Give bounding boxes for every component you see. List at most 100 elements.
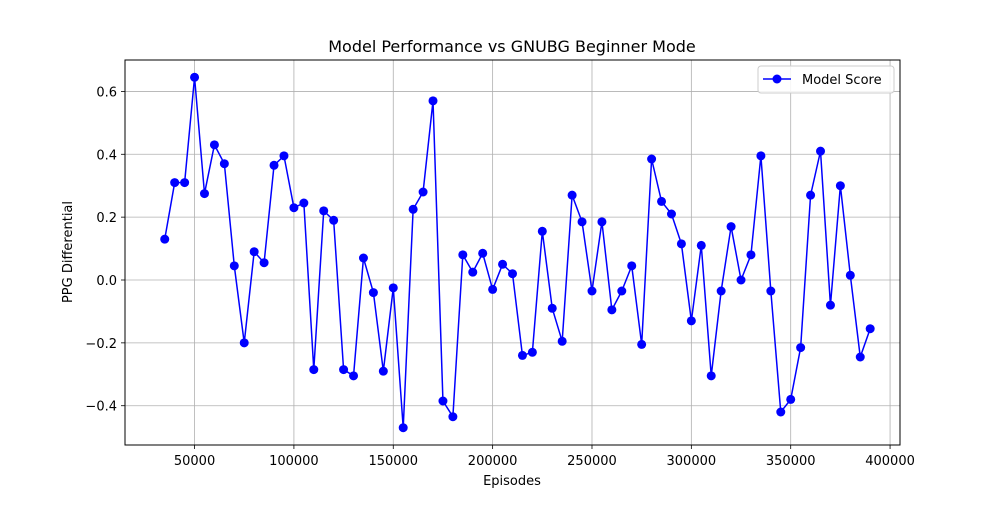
legend-marker	[772, 74, 782, 84]
data-point	[269, 160, 279, 170]
data-point	[229, 261, 239, 271]
legend: Model Score	[757, 65, 895, 94]
data-point	[547, 303, 557, 313]
data-point	[666, 209, 676, 219]
data-point	[279, 151, 289, 161]
grid-lines	[125, 60, 900, 445]
x-tick-label: 400000	[865, 454, 915, 469]
x-tick-label: 250000	[567, 454, 617, 469]
data-point	[766, 286, 776, 296]
legend-box	[757, 65, 895, 94]
data-point	[160, 234, 170, 244]
y-tick-label: 0.4	[96, 148, 117, 163]
x-tick-label: 100000	[269, 454, 319, 469]
data-point	[458, 250, 468, 260]
data-point	[259, 258, 269, 268]
data-point	[190, 72, 200, 82]
data-point	[180, 178, 190, 188]
data-point	[746, 250, 756, 260]
data-point	[567, 190, 577, 200]
y-axis-label: PPG Differential	[61, 201, 76, 303]
data-point	[170, 178, 180, 188]
data-point	[438, 396, 448, 406]
x-axis-label: Episodes	[483, 474, 541, 489]
data-point	[428, 96, 438, 106]
data-point	[488, 284, 498, 294]
data-point	[418, 187, 428, 197]
data-point	[855, 352, 865, 362]
x-tick-label: 300000	[667, 454, 717, 469]
data-point	[517, 350, 527, 360]
data-point	[398, 423, 408, 433]
data-point	[329, 215, 339, 225]
y-tick-label: 0.0	[96, 274, 117, 289]
data-point	[845, 270, 855, 280]
data-point	[865, 324, 875, 334]
data-point	[358, 253, 368, 263]
data-point	[816, 146, 826, 156]
data-point	[388, 283, 398, 293]
x-tick-label: 150000	[368, 454, 418, 469]
data-point	[647, 154, 657, 164]
data-point	[825, 300, 835, 310]
data-point	[448, 412, 458, 422]
data-point	[736, 275, 746, 285]
data-point	[696, 240, 706, 250]
data-point	[249, 247, 259, 257]
data-point	[706, 371, 716, 381]
y-tick-label: −0.4	[85, 400, 117, 415]
x-tick-label: 50000	[174, 454, 215, 469]
x-tick-label: 200000	[468, 454, 518, 469]
data-point	[408, 204, 418, 214]
legend-label: Model Score	[802, 73, 882, 88]
data-point	[726, 222, 736, 232]
data-point	[368, 288, 378, 298]
data-point	[557, 336, 567, 346]
data-point	[597, 217, 607, 227]
y-tick-label: 0.2	[96, 211, 117, 226]
data-point	[835, 181, 845, 191]
data-point	[657, 196, 667, 206]
data-point	[716, 286, 726, 296]
data-point	[786, 394, 796, 404]
data-point	[339, 365, 349, 375]
data-point	[756, 151, 766, 161]
y-tick-label: 0.6	[96, 85, 117, 100]
data-point	[617, 286, 627, 296]
data-point	[508, 269, 517, 279]
data-point	[478, 248, 488, 258]
data-point	[577, 217, 587, 227]
data-point	[537, 226, 547, 236]
axis-ticks: 50000 100000 150000 200000 250000 300000 35000…	[85, 85, 914, 469]
data-point	[607, 305, 617, 315]
data-point	[309, 365, 319, 375]
data-point	[806, 190, 816, 200]
series-line	[164, 76, 871, 429]
data-point	[299, 198, 309, 208]
data-point	[627, 261, 637, 271]
data-point	[637, 339, 647, 349]
data-point	[587, 286, 597, 296]
data-point	[776, 407, 786, 417]
data-point	[199, 189, 209, 199]
data-point	[239, 338, 249, 348]
data-point	[219, 159, 229, 169]
data-point	[378, 366, 388, 376]
data-point	[468, 267, 478, 277]
series-layer	[160, 72, 875, 433]
data-point	[796, 343, 806, 353]
data-point	[498, 259, 508, 269]
data-point	[319, 206, 329, 216]
data-point	[676, 239, 686, 249]
chart-title: Model Performance vs GNUBG Beginner Mode	[328, 37, 696, 56]
data-point	[209, 140, 219, 150]
plot-frame	[124, 59, 901, 446]
data-point	[349, 371, 359, 381]
x-tick-label: 350000	[766, 454, 816, 469]
data-point	[289, 203, 299, 213]
y-tick-label: −0.2	[85, 337, 117, 352]
data-point	[527, 347, 537, 357]
data-point	[686, 316, 696, 326]
